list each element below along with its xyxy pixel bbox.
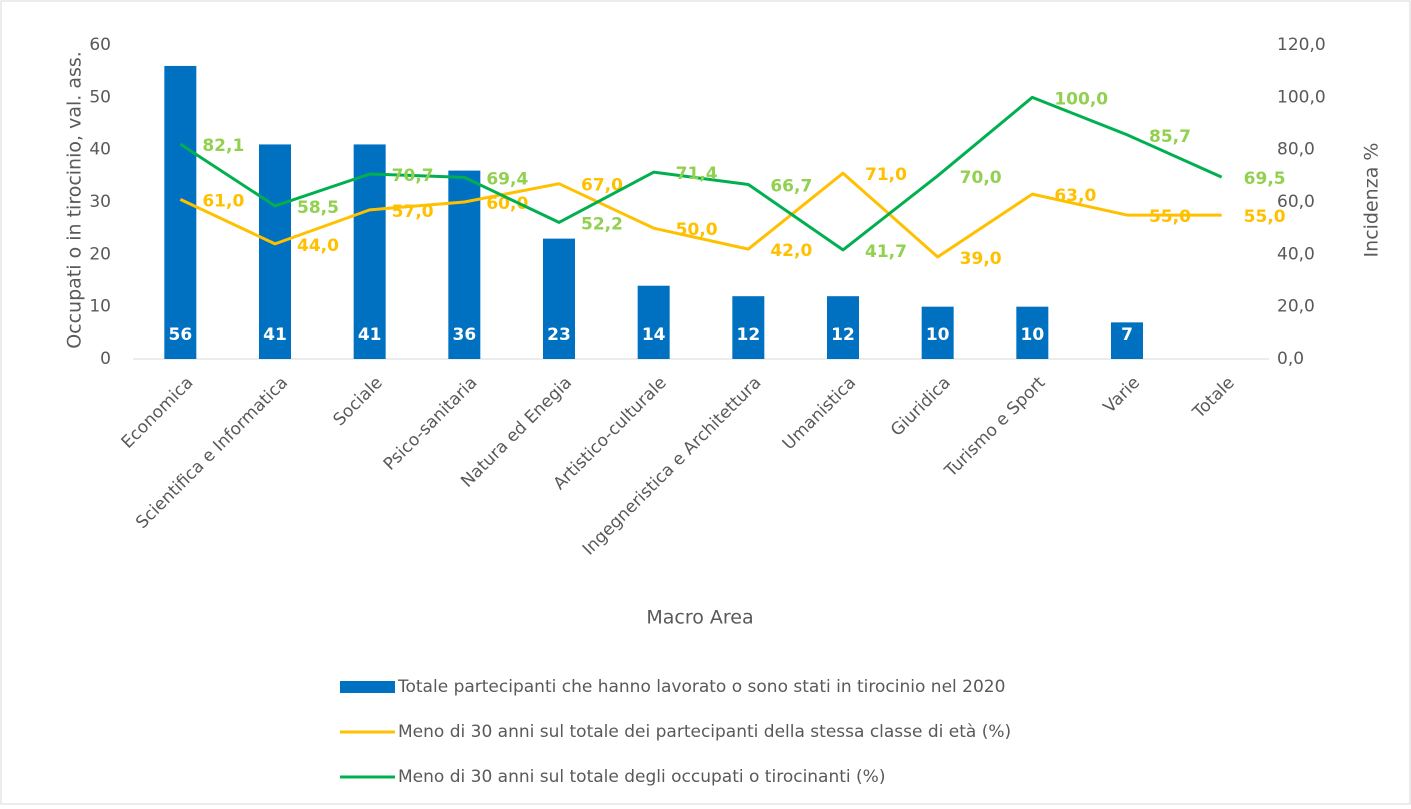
line-value-label: 71,4 <box>676 164 718 184</box>
bar <box>921 306 954 359</box>
y2-tick-label: 100,0 <box>1277 87 1326 107</box>
bar-value-label: 12 <box>736 325 760 345</box>
line-value-label: 69,5 <box>1244 169 1286 189</box>
line-value-label: 60,0 <box>486 194 528 214</box>
legend-label: Totale partecipanti che hanno lavorato o… <box>397 677 1005 697</box>
line-value-label: 70,7 <box>392 166 434 186</box>
bar <box>1111 322 1143 359</box>
line-value-label: 82,1 <box>202 136 244 156</box>
line-series <box>179 171 1222 259</box>
bar-value-label: 14 <box>642 325 666 345</box>
bar-value-label: 10 <box>1020 325 1044 345</box>
bar <box>827 296 859 359</box>
line-series <box>179 95 1223 252</box>
x-axis-title: Macro Area <box>646 607 753 629</box>
line-value-label: 67,0 <box>581 176 623 196</box>
bar-value-label: 36 <box>452 325 476 345</box>
line-value-label: 55,0 <box>1149 207 1191 227</box>
line-value-label: 58,5 <box>297 198 339 218</box>
bar <box>732 296 765 359</box>
legend-label: Meno di 30 anni sul totale dei partecipa… <box>398 722 1011 742</box>
legend-label: Meno di 30 anni sul totale degli occupat… <box>398 767 885 787</box>
y-tick-label: 50 <box>89 87 111 107</box>
y-tick-label: 30 <box>89 192 111 212</box>
line-value-label: 85,7 <box>1149 127 1191 147</box>
line-value-label: 39,0 <box>960 249 1002 269</box>
y2-tick-label: 0,0 <box>1277 349 1304 369</box>
line-value-label: 57,0 <box>392 202 434 222</box>
bar-value-label: 56 <box>168 325 192 345</box>
y-tick-label: 20 <box>89 244 111 264</box>
bar-value-label: 10 <box>926 325 950 345</box>
bar <box>353 144 386 359</box>
bar-value-label: 41 <box>358 325 382 345</box>
y-tick-label: 0 <box>100 349 111 369</box>
line-value-label: 70,0 <box>960 168 1002 188</box>
legend-swatch <box>340 681 395 693</box>
line-value-label: 63,0 <box>1054 186 1096 206</box>
line-value-label: 42,0 <box>770 241 812 261</box>
line-value-label: 52,2 <box>581 214 623 234</box>
bar <box>259 144 291 359</box>
y2-tick-label: 120,0 <box>1277 35 1326 55</box>
bar <box>637 285 670 359</box>
y2-tick-label: 60,0 <box>1277 192 1315 212</box>
bar <box>543 238 575 359</box>
line-value-label: 41,7 <box>865 242 907 262</box>
y-tick-label: 40 <box>89 140 111 160</box>
line-value-label: 55,0 <box>1244 207 1286 227</box>
line-value-label: 66,7 <box>770 176 812 196</box>
bar <box>1016 306 1049 359</box>
bar-value-label: 23 <box>547 325 571 345</box>
line-value-label: 100,0 <box>1054 89 1108 109</box>
bar-value-label: 7 <box>1121 325 1133 345</box>
y2-tick-label: 40,0 <box>1277 244 1315 264</box>
y2-tick-label: 20,0 <box>1277 297 1315 317</box>
bar <box>164 65 197 359</box>
y-tick-label: 60 <box>89 35 111 55</box>
y-axis-title: Occupati o in tirocinio, val. ass. <box>64 51 86 349</box>
line-value-label: 71,0 <box>865 165 907 185</box>
y2-tick-label: 80,0 <box>1277 140 1315 160</box>
line-value-label: 69,4 <box>486 169 528 189</box>
line-value-label: 44,0 <box>297 236 339 256</box>
line-value-label: 50,0 <box>676 220 718 240</box>
y2-axis-title: Incidenza % <box>1361 143 1383 258</box>
bar-value-label: 12 <box>831 325 855 345</box>
line-value-label: 61,0 <box>202 191 244 211</box>
y-tick-label: 10 <box>89 297 111 317</box>
bar-value-label: 41 <box>263 325 287 345</box>
